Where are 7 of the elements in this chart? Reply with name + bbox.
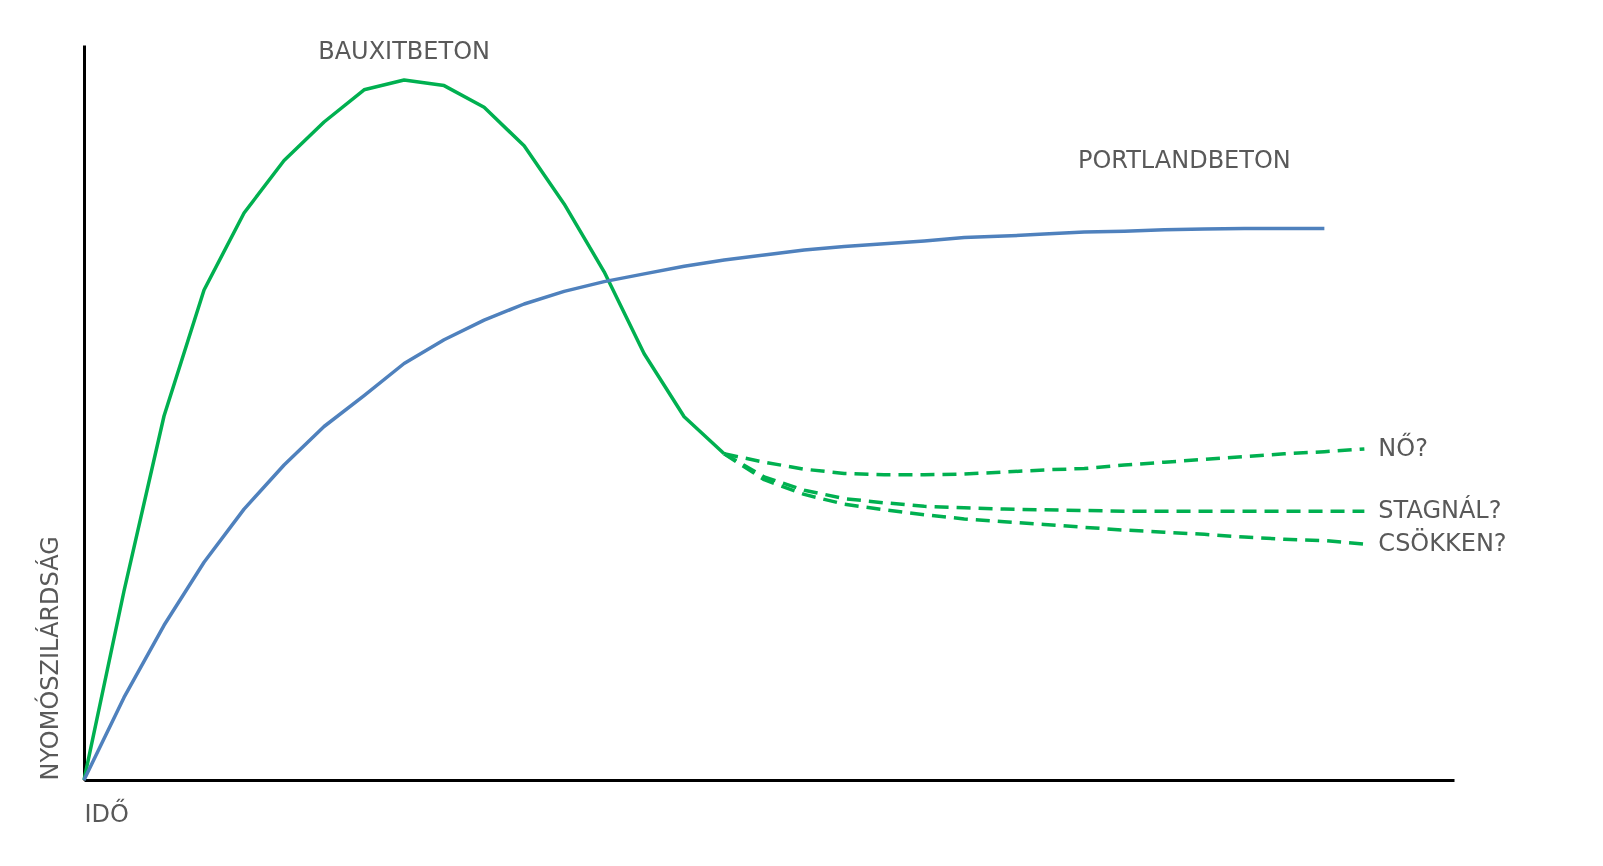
series-label: NŐ?: [1378, 431, 1428, 462]
series-label: CSÖKKEN?: [1378, 528, 1507, 558]
series-label: STAGNÁL?: [1378, 495, 1502, 525]
y-axis-title: NYOMÓSZILÁRDSÁG: [33, 536, 64, 781]
series-label: BAUXITBETON: [318, 37, 490, 65]
text: PORTLANDBETON: [1077, 146, 1291, 175]
x-axis-title: IDŐ: [84, 797, 129, 828]
